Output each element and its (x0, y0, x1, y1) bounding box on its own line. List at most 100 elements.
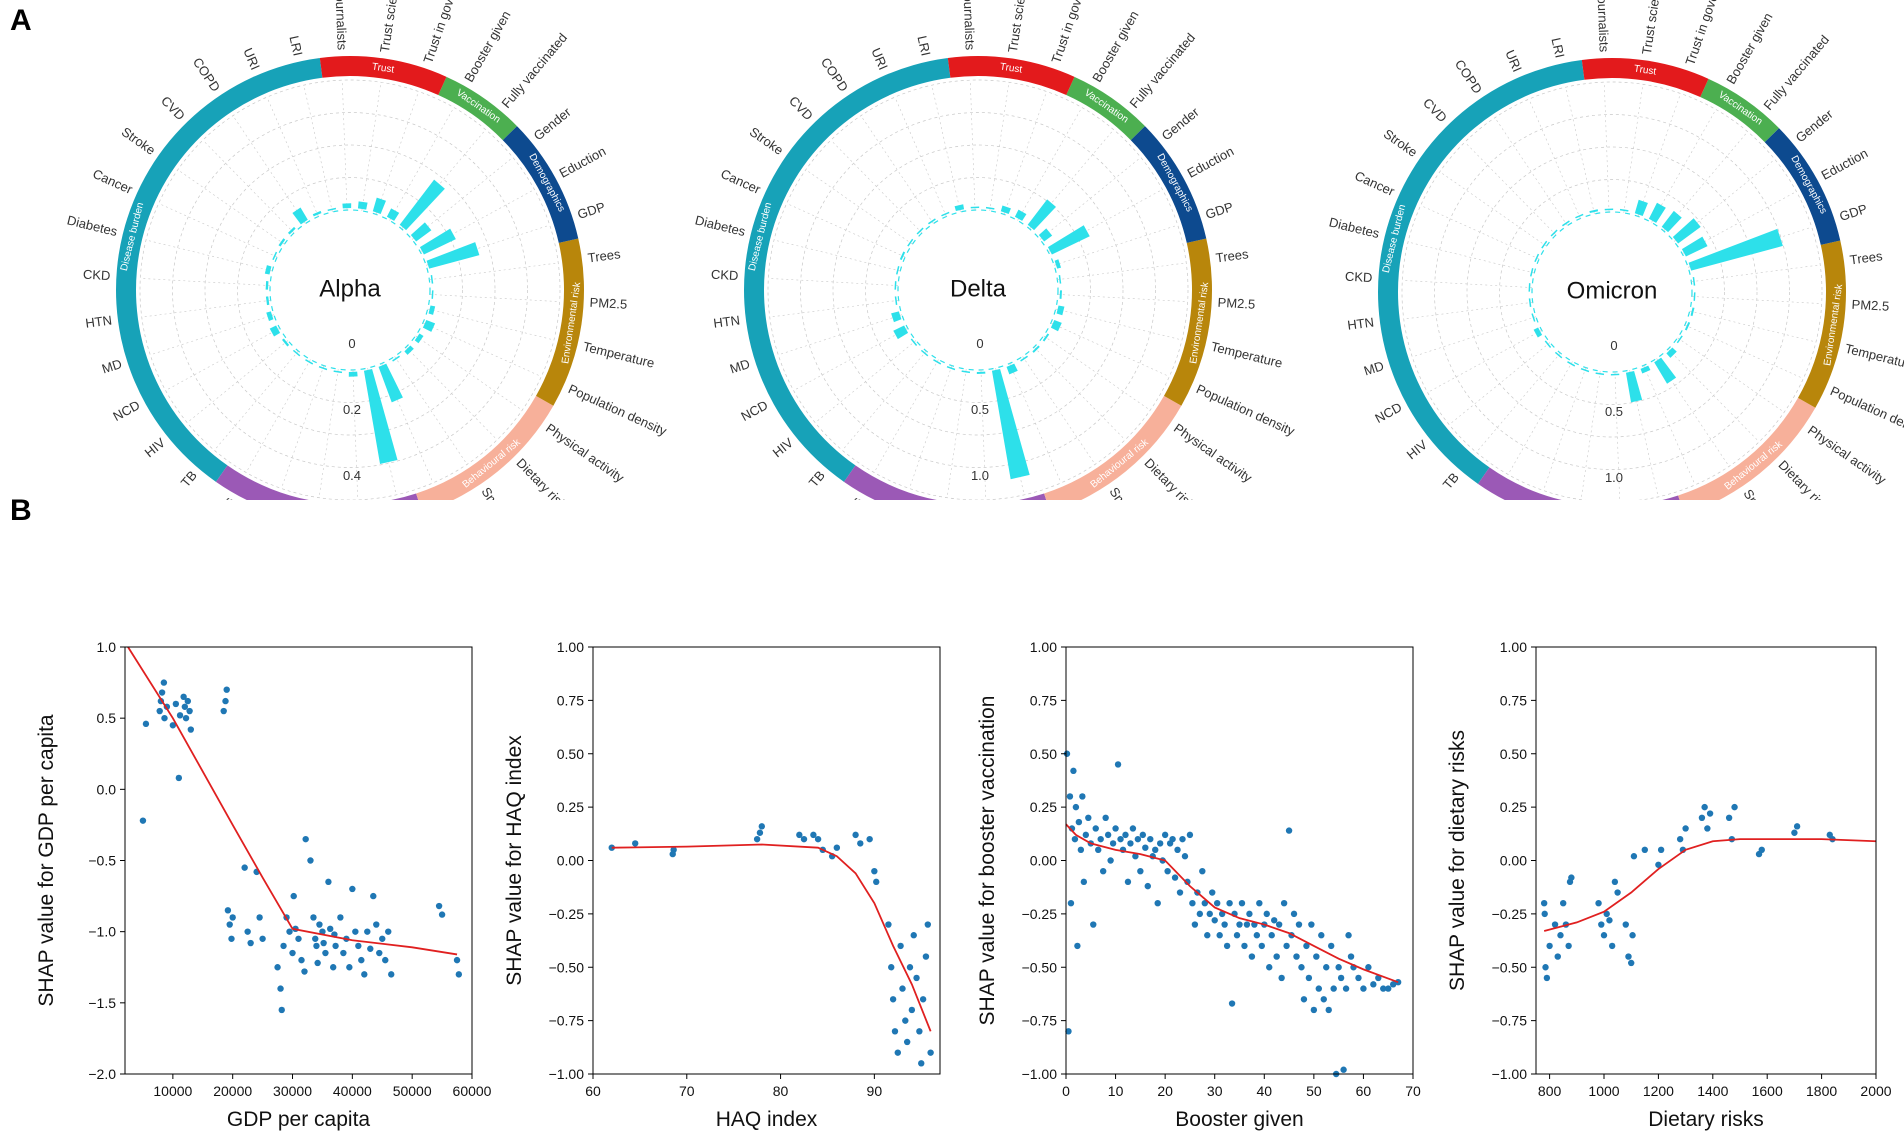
x-tick-label: 70 (1405, 1083, 1421, 1099)
data-point (1706, 810, 1714, 817)
x-tick-label: 20000 (213, 1083, 252, 1099)
grid-spoke (969, 80, 976, 211)
grid-spoke (177, 169, 285, 245)
data-point (1540, 900, 1548, 907)
bar-expenditure (961, 370, 971, 374)
feature-label: TB (1440, 470, 1462, 492)
bar-ckd (894, 281, 897, 290)
data-point (924, 921, 932, 928)
bar-hiv (910, 338, 918, 346)
data-point (1206, 910, 1213, 918)
feature-label: PM2.5 (1851, 297, 1889, 314)
data-point (1340, 1066, 1347, 1073)
bar-overweight (1640, 365, 1651, 374)
data-point (1085, 814, 1092, 821)
bar-eduction (1681, 236, 1708, 257)
data-point (800, 835, 808, 843)
group-arc (1581, 58, 1709, 98)
feature-label: MD (100, 356, 124, 377)
plot-frame (1065, 646, 1414, 1075)
bar-physical-activity (1676, 335, 1683, 344)
bar-fully-vaccinated (1027, 199, 1056, 231)
data-point (889, 996, 897, 1003)
data-point (295, 935, 302, 942)
radial-chart-omicron: Disease burdenHealth serviceBehavioural … (1328, 0, 1904, 500)
data-point (873, 878, 880, 886)
grid-spoke (1420, 205, 1540, 260)
group-arc (215, 465, 419, 500)
grid-spoke (773, 239, 901, 272)
data-point (226, 921, 233, 928)
bar-expenditure (333, 370, 343, 374)
data-point (332, 942, 339, 950)
data-point (1122, 831, 1129, 839)
data-point (1248, 953, 1256, 960)
data-point (1196, 910, 1204, 918)
data-point (1152, 846, 1159, 854)
data-point (1275, 921, 1283, 928)
feature-label: Booster given (461, 8, 513, 85)
group-arc (535, 238, 584, 406)
feature-label: Trees (1849, 248, 1884, 267)
feature-label: CKD (83, 267, 111, 283)
data-point (1176, 889, 1184, 896)
feature-label: GDP (576, 199, 607, 222)
grid-spoke (429, 294, 560, 302)
data-point (301, 968, 308, 975)
bar-hiv (1544, 340, 1552, 348)
bar-trees (430, 275, 434, 284)
bar-pm2-5 (431, 290, 434, 299)
bar-ihr-score (991, 368, 1030, 480)
data-point (1080, 878, 1088, 886)
trend-line (127, 646, 458, 956)
feature-label: NCD (1372, 399, 1404, 426)
x-tick-label: 1000 (1588, 1083, 1619, 1099)
grid-spoke (266, 96, 319, 217)
data-point (1228, 1000, 1236, 1007)
data-point (1701, 803, 1708, 811)
feature-label: CKD (1345, 269, 1373, 285)
bar-gender (410, 222, 432, 242)
bar-hospitals (1580, 368, 1590, 373)
y-tick-label: −1.00 (1492, 1066, 1528, 1082)
data-point (319, 928, 326, 935)
bar-trees (1058, 275, 1062, 284)
bar-trust-journalists (342, 203, 352, 209)
grid-spoke (1402, 280, 1533, 288)
feature-label: Trees (587, 246, 622, 265)
plot-frame (124, 646, 473, 1075)
data-point (1630, 853, 1638, 860)
bar-md (891, 311, 902, 323)
data-point (1090, 921, 1097, 928)
data-point (1117, 835, 1124, 843)
data-point (320, 939, 327, 947)
bar-ncd (1533, 327, 1543, 338)
data-point (1303, 942, 1310, 950)
data-point (1199, 867, 1206, 875)
radial-tick: 0 (976, 336, 983, 351)
y-tick-label: −0.75 (1022, 1013, 1058, 1029)
feature-label: Trust science (1005, 0, 1031, 54)
data-point (913, 974, 920, 982)
y-tick-label: −0.50 (1492, 959, 1528, 975)
data-point (160, 679, 168, 686)
data-point (1380, 985, 1387, 992)
data-point (1554, 953, 1561, 960)
feature-label: Dietary risks (514, 455, 575, 500)
data-point (1246, 910, 1253, 918)
group-arc (1377, 59, 1585, 484)
bar-eduction (1047, 225, 1090, 255)
group-label: Trust (371, 61, 395, 75)
data-point (158, 689, 166, 696)
grid-spoke (352, 369, 359, 500)
grid-spoke (1050, 322, 1170, 377)
grid-spoke (1412, 316, 1537, 358)
data-point (1335, 964, 1342, 971)
data-point (316, 921, 323, 928)
data-point (1557, 932, 1564, 939)
data-point (1278, 974, 1285, 982)
data-point (1565, 942, 1572, 950)
data-point (1290, 910, 1298, 918)
data-point (352, 928, 359, 935)
grid-spoke (1528, 98, 1581, 219)
